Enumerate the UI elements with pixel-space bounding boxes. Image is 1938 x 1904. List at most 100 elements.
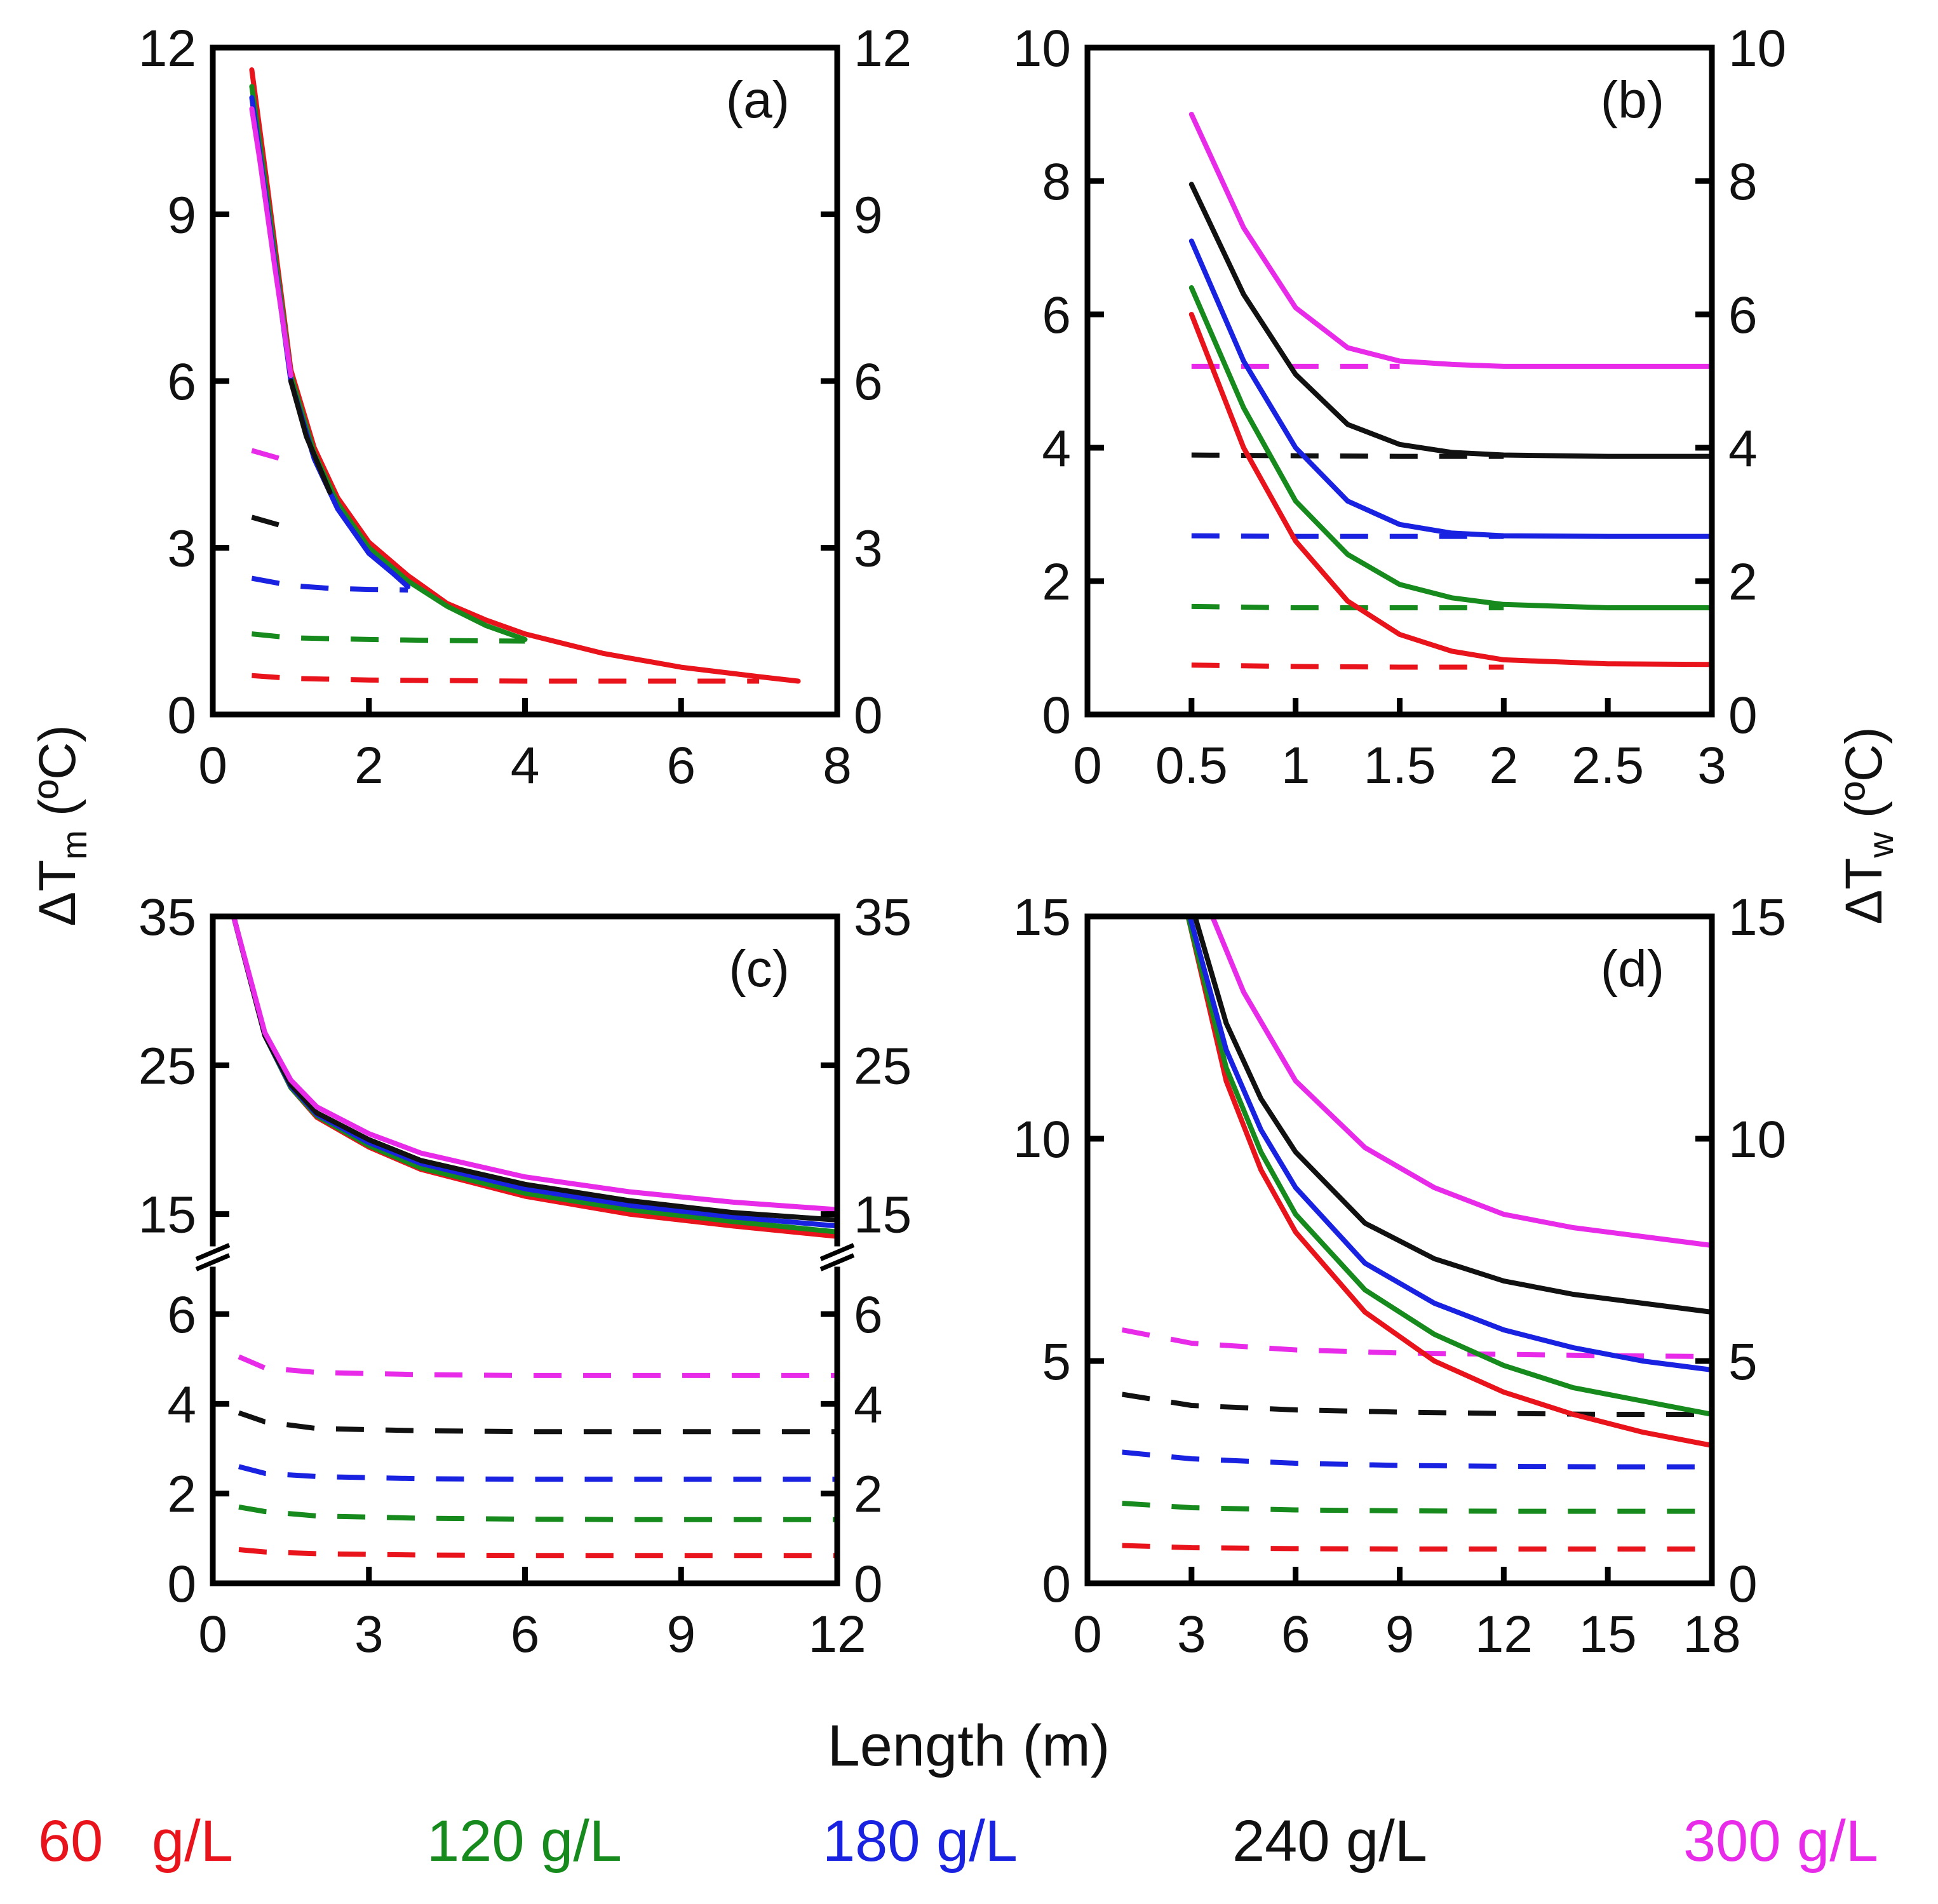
x-tick-label-a-4: 8 <box>823 737 852 794</box>
axis-break-mark-right-1 <box>819 1243 855 1261</box>
y-tick-label-right-b-0-3: 6 <box>1728 286 1758 344</box>
series-group-d <box>1121 916 1712 1552</box>
y-tick-label-right-d-0-0: 0 <box>1728 1555 1758 1613</box>
series-line-c-300-g-l-tw <box>238 1354 837 1378</box>
x-axis-label: Length (m) <box>828 1713 1110 1778</box>
y-tick-label-left-c-0-2: 4 <box>167 1376 196 1433</box>
y-tick-label-left-c-0-1: 2 <box>167 1466 196 1524</box>
panel-b: 0 0.5 1 1.5 2 2.5 30 02 24 46 68 810 10(b) <box>1013 20 1786 794</box>
y-tick-label-right-a-0-0: 0 <box>854 687 883 744</box>
legend-item-60: 60 g/L <box>38 1809 233 1874</box>
series-line-c-300-g-l-tm <box>231 916 837 1212</box>
series-line-b-120-g-l-tw <box>1191 603 1504 610</box>
x-tick-label-a-3: 6 <box>666 737 696 794</box>
series-line-c-180-g-l-tw <box>238 1464 837 1482</box>
series-line-b-180-g-l-tw <box>1191 533 1504 539</box>
panel-label-a: (a) <box>726 71 790 129</box>
y-tick-label-left-c-1-1: 25 <box>138 1037 196 1095</box>
series-line-a-240-g-l-tw <box>251 514 292 531</box>
panels: 0 2 4 6 80 03 36 69 912 12(a)0 0.5 1 1.5 2 2.5 30 02 24 46… <box>138 20 1786 1663</box>
x-tick-label-c-4: 12 <box>808 1606 866 1663</box>
y-axis-label-right: ΔTw (ºC) <box>1835 727 1901 924</box>
series-line-a-300-g-l-tm <box>249 106 293 379</box>
x-tick-label-b-5: 2.5 <box>1571 737 1644 794</box>
series-line-d-120-g-l-tw <box>1122 1501 1712 1514</box>
series-line-d-180-g-l-tw <box>1122 1449 1712 1470</box>
y-tick-label-right-c-0-1: 2 <box>854 1466 883 1524</box>
series-line-a-300-g-l-tw <box>251 448 292 464</box>
svg-text:ΔTm(ºC): ΔTm (ºC) <box>29 725 94 926</box>
y-tick-label-left-b-0-0: 0 <box>1042 687 1071 744</box>
series-line-d-180-g-l-tm <box>1187 916 1712 1372</box>
series-group-a <box>249 67 801 684</box>
series-line-d-300-g-l-tm <box>1209 916 1712 1248</box>
series-line-b-120-g-l-tm <box>1188 285 1712 610</box>
x-tick-label-a-0: 0 <box>198 737 227 794</box>
series-line-b-60-g-l-tm <box>1188 312 1712 667</box>
series-line-a-60-g-l-tm <box>249 67 801 684</box>
series-line-d-60-g-l-tw <box>1122 1543 1712 1552</box>
y-label-left-unit: (ºC) <box>29 725 86 816</box>
y-tick-label-right-b-0-4: 8 <box>1728 153 1758 211</box>
panel-frame-c <box>210 913 840 1586</box>
panel-label-c: (c) <box>729 940 790 998</box>
series-line-b-60-g-l-tw <box>1191 662 1504 670</box>
y-tick-label-left-b-0-3: 6 <box>1042 286 1071 344</box>
y-tick-label-right-a-0-2: 6 <box>854 353 883 411</box>
axis-break-mark-right-2 <box>819 1253 855 1271</box>
x-tick-label-d-5: 15 <box>1579 1606 1637 1663</box>
x-tick-label-c-2: 6 <box>511 1606 540 1663</box>
legend-item-240: 240 g/L <box>1232 1809 1427 1874</box>
series-line-b-180-g-l-tm <box>1188 238 1712 539</box>
y-label-right-unit: (ºC) <box>1835 727 1893 818</box>
panel-frame-a <box>210 44 840 718</box>
series-line-a-180-g-l-tw <box>251 575 408 593</box>
y-tick-label-left-d-0-0: 0 <box>1042 1555 1071 1613</box>
series-line-a-60-g-l-tw <box>252 673 760 684</box>
x-tick-label-c-1: 3 <box>354 1606 384 1663</box>
y-tick-label-right-b-0-1: 2 <box>1728 553 1758 611</box>
panel-label-b: (b) <box>1601 71 1664 129</box>
panel-frame-b <box>1084 44 1715 718</box>
x-tick-label-b-3: 1.5 <box>1364 737 1436 794</box>
panel-frame-d <box>1084 913 1715 1586</box>
x-tick-label-b-0: 0 <box>1073 737 1102 794</box>
y-tick-label-right-c-0-2: 4 <box>854 1376 883 1433</box>
x-tick-label-d-0: 0 <box>1073 1606 1102 1663</box>
y-tick-label-right-a-0-1: 3 <box>854 520 883 578</box>
x-tick-label-b-2: 1 <box>1281 737 1310 794</box>
series-line-c-240-g-l-tw <box>238 1410 837 1435</box>
y-tick-label-right-a-0-3: 9 <box>854 187 883 245</box>
y-tick-label-right-a-0-4: 12 <box>854 20 912 77</box>
x-tick-label-b-4: 2 <box>1490 737 1519 794</box>
legend-item-300: 300 g/L <box>1683 1809 1878 1874</box>
x-tick-label-b-6: 3 <box>1697 737 1726 794</box>
series-line-d-240-g-l-tm <box>1192 916 1712 1315</box>
y-tick-label-right-c-0-0: 0 <box>854 1555 883 1613</box>
y-tick-label-right-c-1-0: 15 <box>854 1186 912 1244</box>
x-tick-label-d-2: 6 <box>1281 1606 1310 1663</box>
y-tick-label-right-b-0-2: 4 <box>1728 420 1758 478</box>
svg-text:ΔTw(ºC): ΔTw (ºC) <box>1835 727 1901 924</box>
series-line-d-300-g-l-tw <box>1121 1327 1712 1359</box>
y-tick-label-left-c-0-0: 0 <box>167 1555 196 1613</box>
y-tick-label-left-a-0-3: 9 <box>167 187 196 245</box>
y-label-right-sub: w <box>1861 832 1901 859</box>
series-line-a-120-g-l-tw <box>251 631 525 644</box>
x-tick-label-b-1: 0.5 <box>1155 737 1228 794</box>
y-tick-label-right-b-0-5: 10 <box>1728 20 1786 77</box>
series-line-a-180-g-l-tm <box>249 95 411 589</box>
y-tick-label-right-c-1-1: 25 <box>854 1037 912 1095</box>
series-group-b <box>1188 112 1712 670</box>
x-tick-label-d-4: 12 <box>1475 1606 1533 1663</box>
series-line-d-240-g-l-tw <box>1121 1391 1712 1417</box>
y-tick-label-right-c-0-3: 6 <box>854 1286 883 1344</box>
y-tick-label-left-a-0-4: 12 <box>138 20 196 77</box>
series-line-d-120-g-l-tm <box>1185 916 1712 1417</box>
y-tick-label-left-b-0-5: 10 <box>1013 20 1071 77</box>
x-tick-label-d-6: 18 <box>1683 1606 1740 1663</box>
x-tick-label-a-2: 4 <box>511 737 540 794</box>
